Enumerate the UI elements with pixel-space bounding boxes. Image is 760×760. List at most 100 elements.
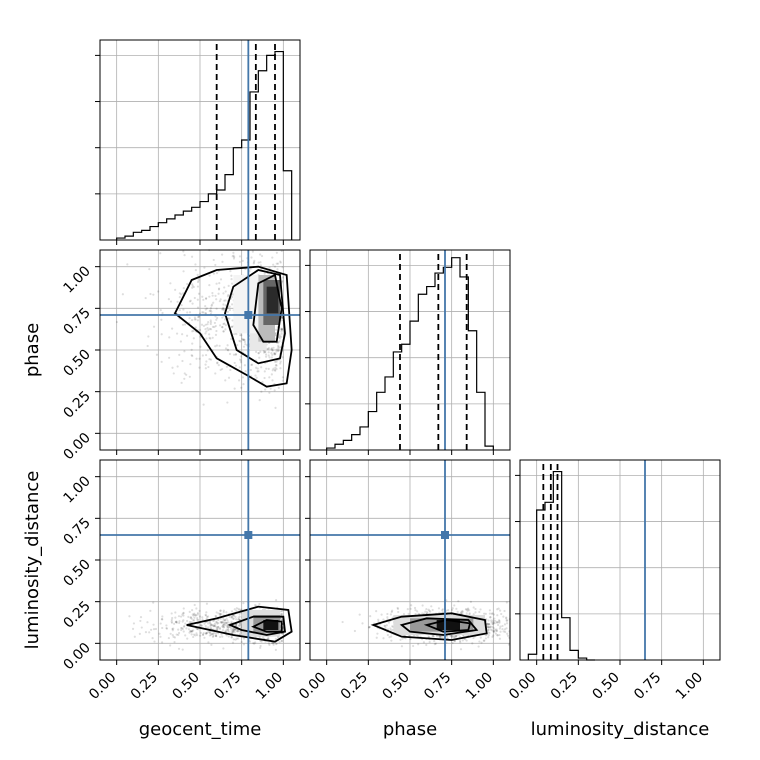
scatter-point — [221, 261, 223, 263]
scatter-point — [191, 609, 193, 611]
scatter-point — [140, 616, 142, 618]
scatter-point — [221, 625, 223, 627]
scatter-point — [489, 616, 491, 618]
scatter-point — [402, 638, 404, 640]
density-luminosity-distance-vs-geocent-time — [95, 460, 300, 665]
scatter-point — [499, 627, 501, 629]
scatter-point — [218, 345, 220, 347]
scatter-point — [245, 370, 247, 372]
scatter-point — [183, 254, 185, 256]
scatter-point — [471, 642, 473, 644]
scatter-point — [230, 338, 232, 340]
density-bins — [233, 275, 280, 350]
scatter-point — [149, 610, 151, 612]
scatter-point — [499, 638, 501, 640]
scatter-point — [268, 392, 270, 394]
scatter-point — [217, 293, 219, 295]
scatter-point — [243, 637, 245, 639]
scatter-point — [219, 636, 221, 638]
scatter-point — [257, 370, 259, 372]
scatter-point — [183, 607, 185, 609]
scatter-point — [491, 626, 493, 628]
scatter-point — [268, 368, 270, 370]
scatter-point — [361, 622, 363, 624]
scatter-point — [506, 622, 508, 624]
scatter-point — [275, 364, 277, 366]
scatter-point — [173, 372, 175, 374]
scatter-point — [205, 360, 207, 362]
scatter-point — [214, 322, 216, 324]
scatter-point — [197, 285, 199, 287]
scatter-point — [204, 614, 206, 616]
scatter-point — [160, 622, 162, 624]
scatter-point — [212, 326, 214, 328]
scatter-point — [259, 253, 261, 255]
scatter-point — [221, 326, 223, 328]
scatter-point — [226, 366, 228, 368]
scatter-point — [189, 376, 191, 378]
truth-marker — [244, 311, 252, 319]
scatter-point — [219, 300, 221, 302]
scatter-point — [208, 284, 210, 286]
scatter-point — [184, 634, 186, 636]
scatter-point — [182, 324, 184, 326]
scatter-point — [203, 325, 205, 327]
scatter-point — [186, 620, 188, 622]
scatter-point — [128, 615, 130, 617]
tick-labels: 0.00 0.25 0.50 0.75 1.00 0.00 0.25 0.50 0.75 1.00… — [60, 263, 706, 703]
scatter-point — [213, 259, 215, 261]
scatter-point — [282, 380, 284, 382]
scatter-point — [207, 626, 209, 628]
scatter-point — [183, 626, 185, 628]
scatter-point — [272, 264, 274, 266]
scatter-point — [425, 644, 427, 646]
scatter-point — [275, 361, 277, 363]
density-phase-vs-geocent-time — [95, 249, 300, 455]
scatter-point — [504, 623, 506, 625]
scatter-point — [228, 631, 230, 633]
scatter-point — [198, 358, 200, 360]
scatter-point — [478, 645, 480, 647]
scatter-point — [182, 615, 184, 617]
xlabel-phase: phase — [383, 719, 437, 740]
scatter-point — [220, 621, 222, 623]
scatter-point — [181, 304, 183, 306]
scatter-point — [423, 641, 425, 643]
scatter-point — [369, 615, 371, 617]
scatter-point — [193, 619, 195, 621]
x-tick-label: 0.75 — [211, 670, 244, 703]
scatter-point — [160, 309, 162, 311]
scatter-point — [145, 631, 147, 633]
scatter-point — [208, 274, 210, 276]
scatter-point — [141, 626, 143, 628]
scatter-point — [202, 311, 204, 313]
scatter-point — [205, 308, 207, 310]
scatter-point — [382, 618, 384, 620]
scatter-point — [390, 640, 392, 642]
x-tick-label: 0.25 — [548, 670, 581, 703]
scatter-point — [274, 353, 276, 355]
scatter-point — [227, 349, 229, 351]
x-tick-label: 0.00 — [506, 670, 539, 703]
scatter-point — [457, 611, 459, 613]
scatter-point — [220, 633, 222, 635]
scatter-point — [433, 640, 435, 642]
scatter-point — [506, 633, 508, 635]
ylabel-phase: phase — [22, 323, 43, 377]
scatter-point — [198, 293, 200, 295]
scatter-point — [473, 606, 475, 608]
scatter-point — [234, 639, 236, 641]
scatter-point — [268, 351, 270, 353]
scatter-point — [191, 283, 193, 285]
scatter-point — [244, 364, 246, 366]
scatter-point — [229, 309, 231, 311]
scatter-point — [403, 613, 405, 615]
scatter-point — [210, 323, 212, 325]
histogram-phase — [305, 250, 510, 455]
histogram-geocent-time — [95, 40, 300, 245]
scatter-point — [191, 354, 193, 356]
scatter-point — [381, 614, 383, 616]
scatter-point — [153, 326, 155, 328]
scatter-point — [150, 629, 152, 631]
scatter-point — [228, 285, 230, 287]
